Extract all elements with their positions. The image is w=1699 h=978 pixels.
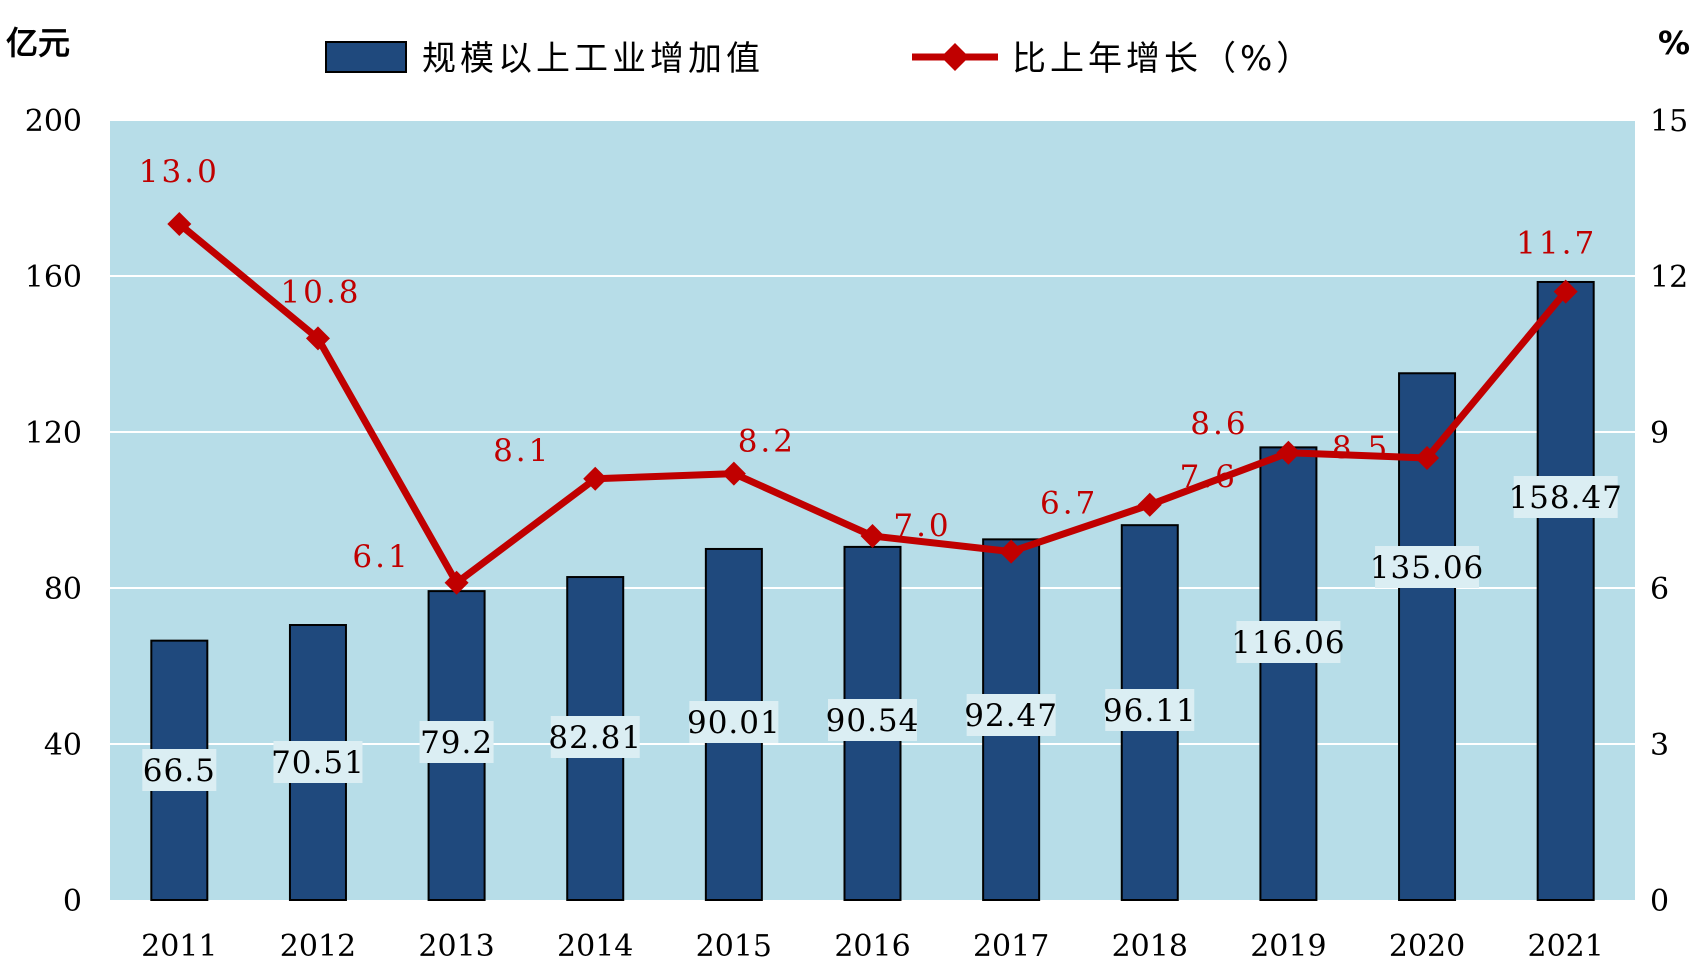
bar-data-label: 90.54	[826, 703, 920, 739]
line-data-label: 13.0	[139, 154, 220, 190]
bar-data-label: 79.2	[420, 725, 493, 761]
left-tick-label: 160	[25, 260, 82, 295]
x-tick-label: 2011	[141, 929, 217, 964]
x-tick-label: 2020	[1389, 929, 1465, 964]
line-marker	[860, 524, 885, 548]
right-axis-unit: %	[1658, 24, 1690, 62]
right-tick-label: 15	[1650, 104, 1688, 139]
left-axis-ticks: 0 40 80 120 160 200	[25, 104, 82, 919]
left-tick-label: 80	[44, 572, 82, 607]
bar-data-label: 158.47	[1508, 480, 1622, 516]
line-data-label: 8.2	[738, 424, 796, 460]
x-tick-label: 2012	[280, 929, 356, 964]
legend: 规模以上工业增加值 比上年增长（%）	[325, 39, 1314, 79]
line-marker	[1137, 492, 1162, 517]
x-tick-label: 2015	[696, 929, 772, 964]
line-data-labels: 13.0 10.8 6.1 8.1 8.2 7.0 6.7 7.6 8.6 8.5 11.7	[139, 154, 1597, 575]
right-tick-label: 3	[1650, 728, 1669, 763]
x-tick-label: 2021	[1528, 929, 1604, 964]
right-tick-label: 6	[1650, 572, 1669, 607]
bar-label-box	[828, 699, 917, 741]
line-marker	[305, 326, 330, 351]
line-marker	[1276, 440, 1301, 465]
bar-label-box	[1513, 476, 1618, 518]
left-tick-label: 200	[25, 104, 82, 139]
x-tick-label: 2019	[1250, 929, 1326, 964]
bar-data-label: 90.01	[687, 705, 781, 741]
bar-label-box	[142, 749, 217, 791]
right-tick-label: 0	[1650, 884, 1669, 919]
line-data-label: 8.5	[1332, 430, 1390, 466]
bar-label-box	[550, 716, 640, 758]
line-data-label: 10.8	[280, 274, 361, 310]
bar-data-label: 70.51	[271, 745, 365, 781]
x-tick-label: 2013	[418, 929, 494, 964]
line-data-label: 7.6	[1180, 459, 1238, 495]
bar-data-label: 66.5	[143, 753, 216, 789]
line-data-label: 6.7	[1040, 486, 1098, 522]
bar-label-box	[1375, 546, 1480, 588]
bar-label-box	[689, 701, 779, 743]
legend-line-label: 比上年增长（%）	[1012, 39, 1314, 79]
legend-line-marker	[941, 43, 969, 71]
left-tick-label: 0	[63, 884, 82, 919]
line-series	[167, 212, 1578, 595]
right-tick-label: 12	[1650, 260, 1688, 295]
line-data-label: 8.1	[493, 433, 551, 469]
left-tick-label: 120	[25, 416, 82, 451]
legend-bar-swatch	[325, 41, 407, 73]
line-data-label: 8.6	[1190, 406, 1248, 442]
bar-data-label: 135.06	[1370, 550, 1484, 586]
line-marker	[167, 212, 192, 236]
bar-data-label: 82.81	[548, 720, 642, 756]
left-axis-unit: 亿元	[6, 24, 70, 62]
right-axis-ticks: 0 3 6 9 12 15	[1650, 104, 1688, 919]
bar-data-label: 92.47	[964, 698, 1058, 734]
bar-data-labels: 66.5 70.51 79.2 82.81 90.01 90.54 92.47 96.11 11…	[142, 476, 1622, 791]
left-tick-label: 40	[44, 728, 82, 763]
x-tick-label: 2014	[557, 929, 633, 964]
bar-label-box	[419, 721, 494, 763]
line-marker	[1415, 446, 1440, 470]
line-marker	[999, 539, 1024, 564]
line-data-label: 11.7	[1516, 226, 1597, 262]
line-data-label: 7.0	[893, 508, 951, 544]
bar-label-box	[273, 741, 363, 783]
bar-data-label: 116.06	[1231, 625, 1345, 661]
x-tick-label: 2016	[834, 929, 910, 964]
legend-bar-label: 规模以上工业增加值	[422, 39, 764, 79]
x-tick-label: 2018	[1112, 929, 1188, 964]
line-marker	[1553, 279, 1578, 304]
bar	[1259, 446, 1318, 901]
x-tick-label: 2017	[973, 929, 1049, 964]
bar-data-label: 96.11	[1103, 693, 1197, 729]
right-tick-label: 9	[1650, 416, 1669, 451]
line-marker	[721, 461, 746, 486]
bar	[1536, 280, 1595, 902]
x-axis-ticks: 2011 2012 2013 2014 2015 2016 2017 2018 2019 2020…	[141, 929, 1604, 964]
line-data-label: 6.1	[352, 539, 410, 575]
bar-label-box	[1105, 689, 1195, 731]
bar-label-box	[1236, 621, 1341, 663]
bar-label-box	[966, 694, 1056, 736]
line-marker	[583, 466, 608, 491]
line-marker	[444, 570, 469, 595]
